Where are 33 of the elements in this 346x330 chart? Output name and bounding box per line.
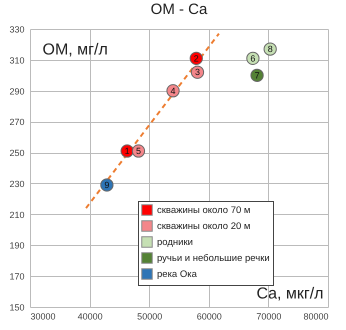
annotation: 1 <box>124 146 130 156</box>
chart-title: OM - Ca <box>150 1 208 18</box>
annotation: 6 <box>250 53 256 64</box>
annotation: 8 <box>268 44 273 54</box>
y-tick-label: 290 <box>9 86 24 96</box>
y-tick-label: 210 <box>9 210 24 220</box>
x-tick-label: 60000 <box>196 312 222 322</box>
y-tick-label: 310 <box>9 55 24 66</box>
legend-label: река Ока <box>157 269 198 280</box>
x-tick-label: 70000 <box>256 312 282 322</box>
y-tick-label: 270 <box>9 117 24 128</box>
annotation: 4 <box>170 86 176 96</box>
annotation: 3 <box>194 67 200 78</box>
y-axis-title: OM, мг/л <box>42 42 108 58</box>
annotation: 7 <box>254 70 260 80</box>
x-tick-label: 80000 <box>303 312 328 322</box>
y-tick-label: 230 <box>9 178 24 189</box>
annotation: 2 <box>194 53 199 64</box>
legend-label: ручьи и небольшие речки <box>157 253 270 264</box>
x-axis-title: Ca, мкг/л <box>256 286 324 302</box>
y-tick-label: 170 <box>9 272 24 282</box>
y-tick-label: 250 <box>9 148 24 158</box>
x-tick-label: 50000 <box>137 312 162 322</box>
annotation: 9 <box>104 180 110 190</box>
y-tick-label: 150 <box>9 302 24 312</box>
y-tick-label: 190 <box>9 240 24 251</box>
legend-label: скважины около 20 м <box>157 221 250 232</box>
annotation: 5 <box>136 146 141 156</box>
legend-label: родники <box>157 237 193 248</box>
y-tick-label: 330 <box>9 24 24 34</box>
x-tick-label: 30000 <box>30 312 56 322</box>
legend-label: скважины около 70 м <box>157 205 250 216</box>
x-tick-label: 40000 <box>78 312 103 322</box>
